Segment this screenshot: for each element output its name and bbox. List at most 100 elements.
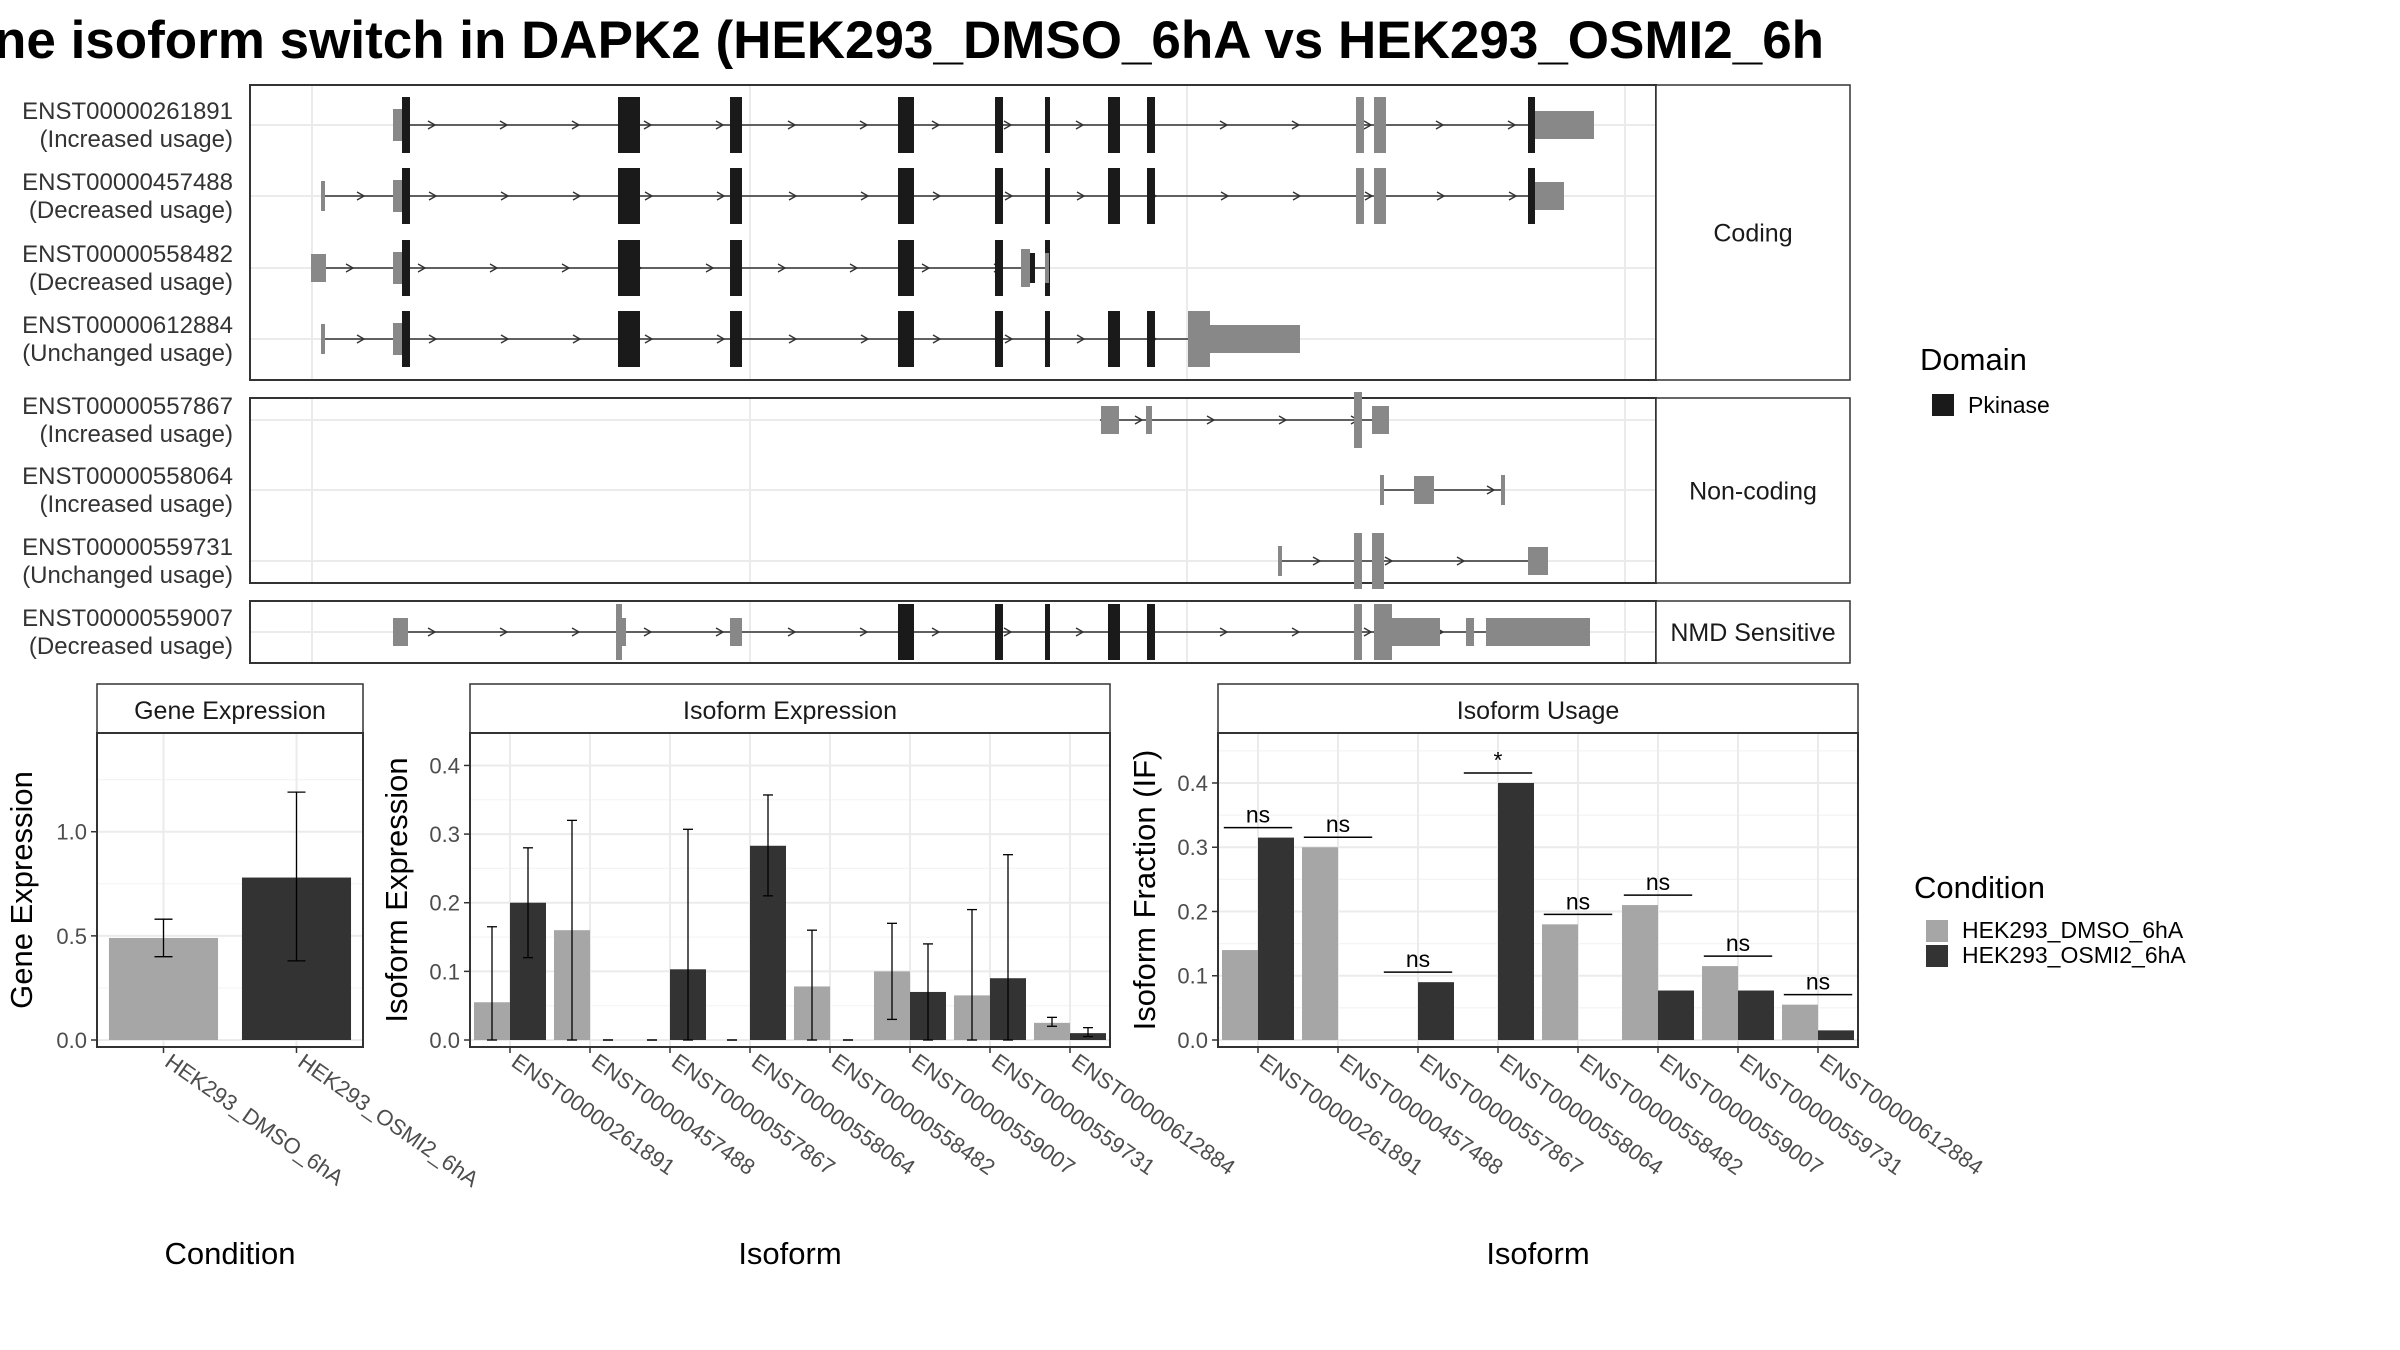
exon-block bbox=[1210, 325, 1300, 353]
exon-block bbox=[402, 97, 410, 153]
y-tick-label: 0.0 bbox=[429, 1028, 460, 1053]
y-axis-title: Gene Expression bbox=[4, 771, 39, 1009]
bar bbox=[1738, 990, 1774, 1040]
intron-arrow bbox=[860, 334, 870, 344]
intron-arrow bbox=[1507, 120, 1517, 130]
structure-group-nmd-sensitive: NMD Sensitive ENST00000559007(Decreased u… bbox=[22, 600, 1851, 664]
bar bbox=[1034, 1022, 1070, 1040]
intron-arrow bbox=[1075, 627, 1085, 637]
intron-arrow bbox=[1292, 191, 1302, 201]
intron-arrow bbox=[499, 627, 509, 637]
y-tick-label: 0.2 bbox=[429, 891, 460, 916]
chart-panel-border bbox=[469, 732, 1111, 1048]
y-tick-label: 0.1 bbox=[1177, 964, 1208, 989]
exon-block bbox=[1108, 604, 1120, 660]
exon-block bbox=[618, 97, 640, 153]
exon-block bbox=[1021, 249, 1030, 287]
exon-block bbox=[1528, 168, 1535, 224]
intron-arrow bbox=[1004, 191, 1014, 201]
exon-block bbox=[995, 97, 1003, 153]
intron-arrow bbox=[1436, 191, 1446, 201]
significance-label: ns bbox=[1246, 802, 1270, 828]
transcript-usage-label: (Decreased usage) bbox=[29, 197, 233, 224]
exon-block bbox=[1392, 618, 1440, 646]
exon-block bbox=[402, 311, 410, 367]
structure-group-strip bbox=[1655, 600, 1851, 664]
exon-block bbox=[1372, 533, 1384, 589]
condition-legend-title: Condition bbox=[1914, 870, 2045, 905]
transcript-id-label: ENST00000457488 bbox=[22, 169, 233, 196]
exon-block bbox=[1108, 97, 1120, 153]
intron-arrow bbox=[787, 120, 797, 130]
exon-block bbox=[1354, 533, 1362, 589]
bar bbox=[1302, 847, 1338, 1040]
intron-arrow bbox=[1206, 415, 1216, 425]
domain-legend-label: Pkinase bbox=[1968, 392, 2050, 418]
exon-block bbox=[730, 168, 742, 224]
exon-block bbox=[1101, 406, 1119, 434]
exon-block bbox=[618, 240, 640, 296]
y-tick-label: 0.4 bbox=[429, 753, 460, 778]
intron-arrow bbox=[1456, 556, 1466, 566]
bar bbox=[1258, 837, 1294, 1040]
condition-legend-label: HEK293_DMSO_6hA bbox=[1962, 917, 2184, 943]
transcript-id-label: ENST00000559731 bbox=[22, 534, 233, 561]
intron-arrow bbox=[1278, 415, 1288, 425]
intron-arrow bbox=[643, 120, 653, 130]
intron-arrow bbox=[1291, 627, 1301, 637]
y-tick-label: 0.0 bbox=[56, 1028, 87, 1053]
intron-arrow bbox=[644, 334, 654, 344]
intron-arrow bbox=[1291, 120, 1301, 130]
exon-block bbox=[617, 618, 626, 646]
exon-block bbox=[995, 604, 1003, 660]
y-tick-label: 0.0 bbox=[1177, 1028, 1208, 1053]
x-axis-title: Condition bbox=[165, 1236, 296, 1271]
chart-panel-border bbox=[1217, 732, 1859, 1048]
intron-arrow bbox=[1220, 191, 1230, 201]
intron-arrow bbox=[427, 120, 437, 130]
figure-title: ne isoform switch in DAPK2 (HEK293_DMSO_… bbox=[0, 11, 1824, 70]
transcript-ENST00000558482: ENST00000558482(Decreased usage) bbox=[22, 240, 1050, 296]
intron-arrow bbox=[859, 120, 869, 130]
chart-strip bbox=[469, 683, 1111, 734]
intron-arrow bbox=[571, 120, 581, 130]
exon-block bbox=[311, 254, 326, 282]
y-tick-label: 0.3 bbox=[1177, 835, 1208, 860]
exon-block bbox=[1147, 311, 1155, 367]
significance-label: ns bbox=[1646, 869, 1670, 895]
intron-arrow bbox=[427, 627, 437, 637]
exon-block bbox=[1374, 604, 1392, 660]
exon-block bbox=[1108, 311, 1120, 367]
bar bbox=[1622, 905, 1658, 1040]
exon-block bbox=[1045, 253, 1049, 283]
exon-block bbox=[1147, 168, 1155, 224]
intron-arrow bbox=[1486, 485, 1496, 495]
chart-gene-expression: Gene Expression0.00.51.0HEK293_DMSO_6hAH… bbox=[4, 683, 484, 1271]
transcript-usage-label: (Decreased usage) bbox=[29, 633, 233, 660]
exon-block bbox=[1374, 168, 1386, 224]
exon-block bbox=[898, 97, 914, 153]
condition-legend-swatch bbox=[1926, 945, 1948, 967]
bar bbox=[1702, 966, 1738, 1040]
bar bbox=[1418, 982, 1454, 1040]
exon-block bbox=[393, 180, 402, 212]
exon-block bbox=[730, 97, 742, 153]
intron-arrow bbox=[356, 191, 366, 201]
chart-isoform-expression: Isoform Expression0.00.10.20.30.4ENST000… bbox=[379, 683, 1240, 1271]
transcript-usage-label: (Increased usage) bbox=[40, 126, 233, 153]
intron-arrow bbox=[788, 191, 798, 201]
exon-block bbox=[402, 240, 410, 296]
transcript-ENST00000457488: ENST00000457488(Decreased usage) bbox=[22, 168, 1564, 224]
exon-block bbox=[1374, 97, 1386, 153]
exon-block bbox=[1380, 475, 1384, 505]
exon-block bbox=[1372, 406, 1389, 434]
intron-arrow bbox=[787, 627, 797, 637]
transcript-id-label: ENST00000557867 bbox=[22, 393, 233, 420]
intron-arrow bbox=[1004, 334, 1014, 344]
chart-panel-border bbox=[96, 732, 364, 1048]
significance-label: ns bbox=[1806, 969, 1830, 995]
x-axis-title: Isoform bbox=[1486, 1236, 1589, 1271]
intron-arrow bbox=[500, 191, 510, 201]
exon-block bbox=[618, 168, 640, 224]
